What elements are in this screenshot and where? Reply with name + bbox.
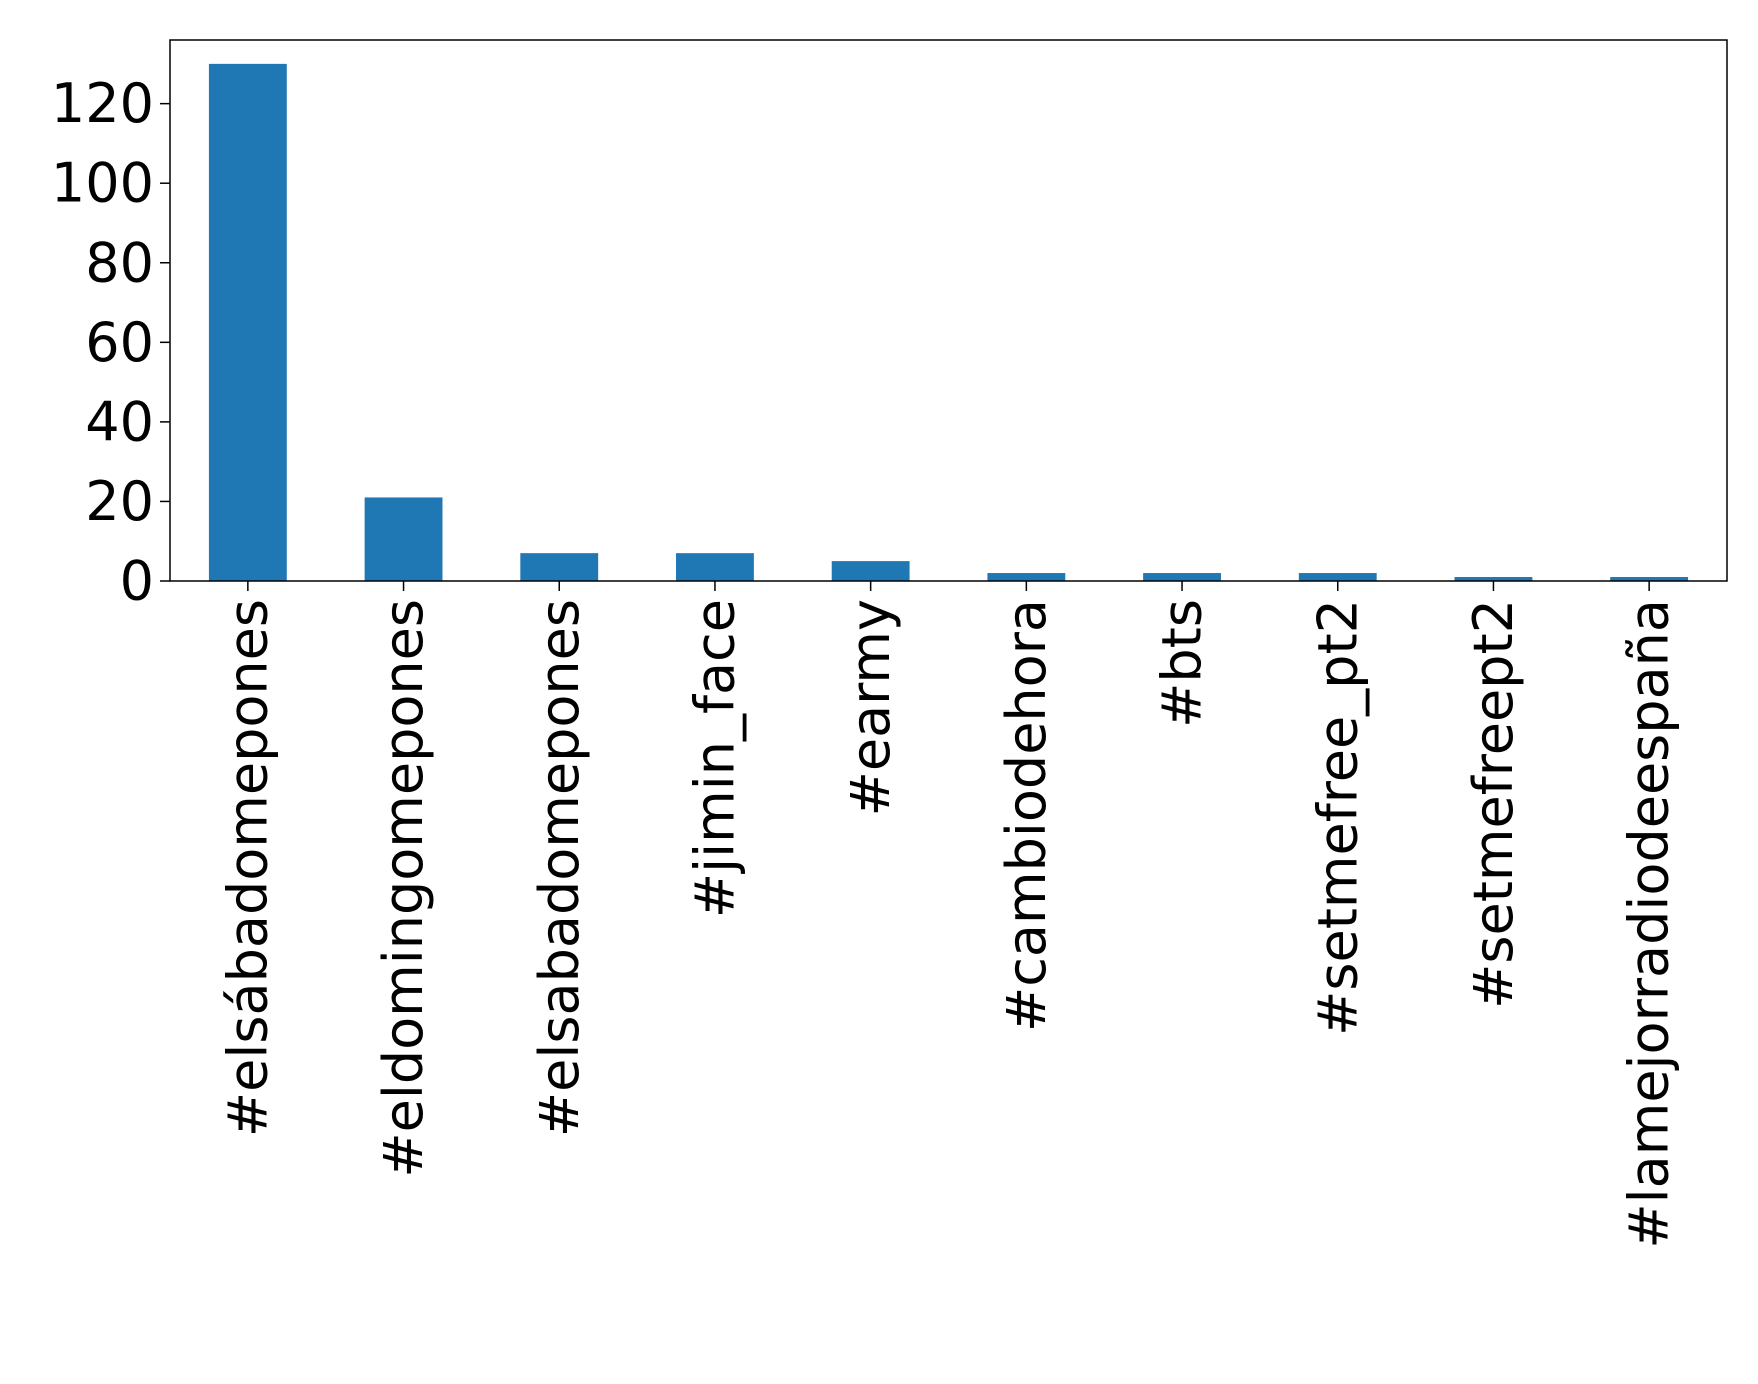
y-tick-label-2: 40 bbox=[85, 390, 154, 453]
y-tick-label-5: 100 bbox=[51, 152, 154, 215]
x-tick-label-1: #eldomingomepones bbox=[372, 599, 435, 1178]
bar-5 bbox=[987, 573, 1066, 581]
bar-7 bbox=[1298, 573, 1377, 581]
bar-4 bbox=[831, 561, 910, 581]
x-tick-label-7: #setmefree_pt2 bbox=[1306, 599, 1369, 1036]
x-tick-label-4: #earmy bbox=[839, 599, 902, 816]
x-axis: #elsábadomepones #eldomingomepones #elsaba… bbox=[216, 581, 1681, 1249]
bar-6 bbox=[1143, 573, 1221, 581]
bar-3 bbox=[676, 553, 754, 581]
y-tick-label-1: 20 bbox=[85, 470, 154, 533]
x-tick-label-3: #jimin_face bbox=[683, 599, 746, 918]
x-tick-label-2: #elsabadomepones bbox=[528, 599, 591, 1137]
bar-0 bbox=[208, 63, 287, 581]
bar-2 bbox=[520, 553, 599, 581]
x-tick-label-5: #cambiodehora bbox=[995, 599, 1058, 1032]
bars-group bbox=[208, 63, 1689, 581]
x-tick-label-8: #setmefreept2 bbox=[1462, 599, 1525, 1009]
x-tick-label-6: #bts bbox=[1151, 599, 1214, 728]
x-tick-label-9: #lamejorradiodeespaña bbox=[1618, 599, 1681, 1249]
bar-9 bbox=[1610, 577, 1689, 581]
y-axis: 0 20 40 60 80 100 120 bbox=[51, 72, 170, 613]
x-tick-label-0: #elsábadomepones bbox=[216, 599, 279, 1137]
bar-1 bbox=[364, 497, 443, 581]
y-tick-label-0: 0 bbox=[120, 550, 154, 613]
plot-frame bbox=[169, 39, 1728, 582]
y-tick-label-4: 80 bbox=[85, 231, 154, 294]
y-tick-label-6: 120 bbox=[51, 72, 154, 135]
bar-8 bbox=[1454, 577, 1533, 581]
y-tick-label-3: 60 bbox=[85, 311, 154, 374]
